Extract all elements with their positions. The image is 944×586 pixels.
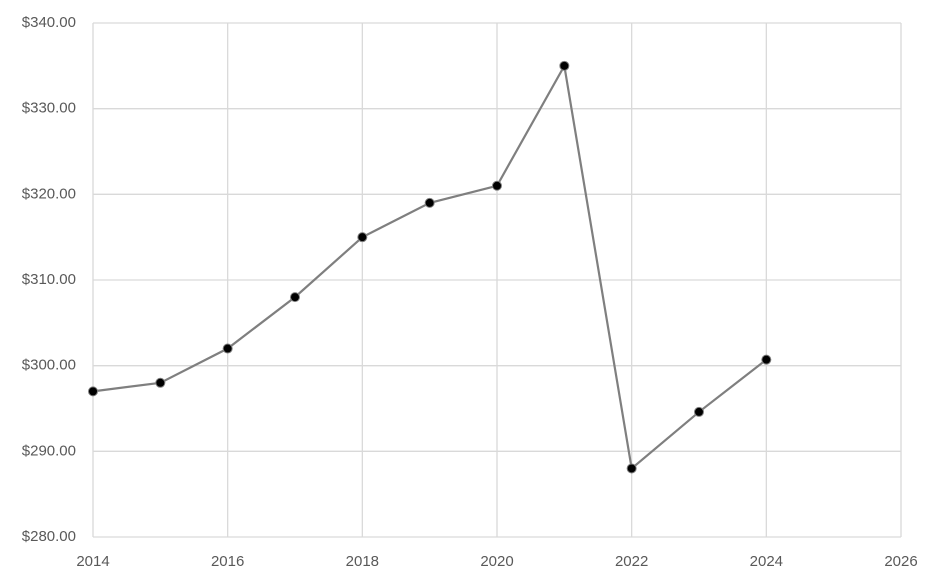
y-tick-label: $290.00: [22, 442, 76, 459]
x-tick-label: 2022: [615, 553, 648, 570]
y-tick-label: $310.00: [22, 271, 76, 288]
data-point: [155, 377, 166, 388]
data-point: [222, 343, 233, 354]
data-point: [694, 406, 704, 417]
x-tick-label: 2026: [884, 553, 917, 570]
y-tick-label: $330.00: [22, 100, 76, 117]
data-point: [357, 232, 368, 243]
y-tick-label: $280.00: [22, 528, 76, 545]
y-tick-label: $300.00: [22, 357, 76, 374]
data-point: [424, 197, 435, 208]
data-point: [290, 292, 300, 303]
x-tick-label: 2018: [346, 553, 379, 570]
data-point: [559, 60, 570, 71]
y-tick-label: $320.00: [22, 185, 76, 202]
data-point: [88, 386, 98, 397]
data-point: [492, 180, 502, 191]
data-point: [626, 463, 637, 474]
data-point: [761, 354, 772, 365]
x-tick-label: 2020: [480, 553, 513, 570]
data-line: [92, 62, 768, 471]
x-tick-label: 2014: [76, 553, 109, 570]
x-tick-label: 2016: [211, 553, 244, 570]
x-tick-label: 2024: [750, 553, 783, 570]
y-tick-label: $340.00: [22, 14, 76, 31]
